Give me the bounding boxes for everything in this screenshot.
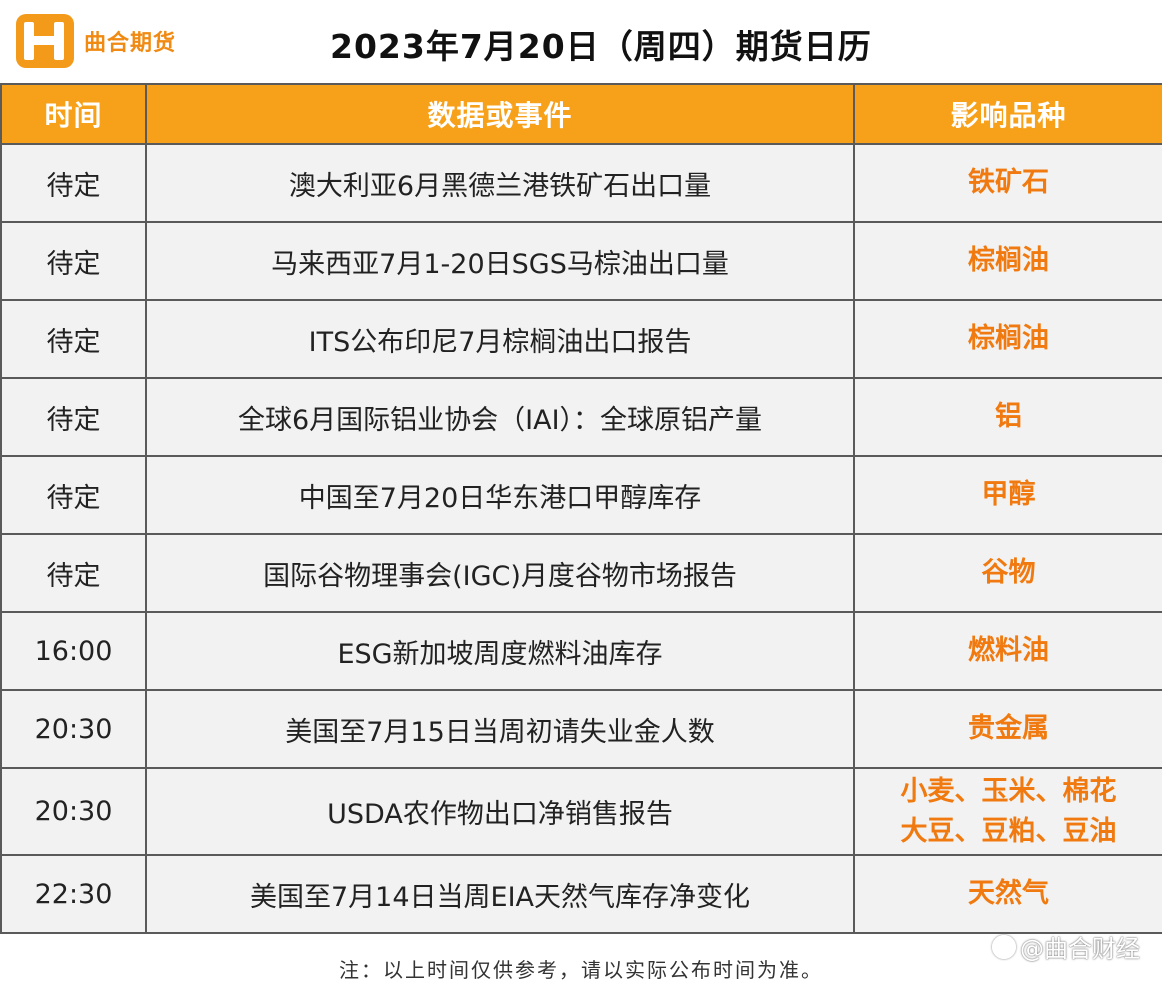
table-row: 20:30 美国至7月15日当周初请失业金人数 贵金属 xyxy=(0,689,1162,769)
column-header-time: 时间 xyxy=(0,83,147,145)
table-row: 待定 马来西亚7月1-20日SGS马棕油出口量 棕榈油 xyxy=(0,221,1162,301)
event-cell: 澳大利亚6月黑德兰港铁矿石出口量 xyxy=(145,143,855,223)
impact-cell: 棕榈油 xyxy=(853,221,1162,301)
impact-cell: 甲醇 xyxy=(853,455,1162,535)
event-cell: 国际谷物理事会(IGC)月度谷物市场报告 xyxy=(145,533,855,613)
logo-text: 曲合期货 xyxy=(84,31,177,56)
table-row: 待定 中国至7月20日华东港口甲醇库存 甲醇 xyxy=(0,455,1162,535)
column-header-event: 数据或事件 xyxy=(145,83,855,145)
table-header-row: 时间 数据或事件 影响品种 xyxy=(0,83,1162,145)
impact-cell: 天然气 xyxy=(853,854,1162,934)
table-row: 16:00 ESG新加坡周度燃料油库存 燃料油 xyxy=(0,611,1162,691)
weibo-icon xyxy=(992,934,1016,959)
event-cell: 美国至7月15日当周初请失业金人数 xyxy=(145,689,855,769)
futures-calendar-table: 时间 数据或事件 影响品种 待定 澳大利亚6月黑德兰港铁矿石出口量 铁矿石 待定… xyxy=(0,83,1162,934)
impact-line-1: 小麦、玉米、棉花 xyxy=(900,775,1117,807)
time-cell: 16:00 xyxy=(0,611,147,691)
impact-cell: 贵金属 xyxy=(853,689,1162,769)
logo-h-icon xyxy=(16,14,74,68)
event-cell: ESG新加坡周度燃料油库存 xyxy=(145,611,855,691)
event-cell: USDA农作物出口净销售报告 xyxy=(145,767,855,856)
event-cell: 马来西亚7月1-20日SGS马棕油出口量 xyxy=(145,221,855,301)
event-cell: 全球6月国际铝业协会（IAI）：全球原铝产量 xyxy=(145,377,855,457)
header: 曲合期货 2023年7月20日（周四）期货日历 xyxy=(0,0,1162,82)
time-cell: 待定 xyxy=(0,221,147,301)
logo: 曲合期货 xyxy=(16,14,176,68)
footnote: 注：以上时间仅供参考，请以实际公布时间为准。 xyxy=(339,958,823,982)
time-cell: 20:30 xyxy=(0,767,147,856)
table-row: 22:30 美国至7月14日当周EIA天然气库存净变化 天然气 xyxy=(0,854,1162,934)
column-header-impact: 影响品种 xyxy=(853,83,1162,145)
impact-cell: 铁矿石 xyxy=(853,143,1162,223)
impact-cell: 小麦、玉米、棉花 大豆、豆粕、豆油 xyxy=(853,767,1162,856)
table-row: 待定 澳大利亚6月黑德兰港铁矿石出口量 铁矿石 xyxy=(0,143,1162,223)
time-cell: 22:30 xyxy=(0,854,147,934)
impact-cell: 铝 xyxy=(853,377,1162,457)
table-row: 待定 全球6月国际铝业协会（IAI）：全球原铝产量 铝 xyxy=(0,377,1162,457)
table-row: 待定 国际谷物理事会(IGC)月度谷物市场报告 谷物 xyxy=(0,533,1162,613)
impact-line-2: 大豆、豆粕、豆油 xyxy=(900,815,1117,847)
event-cell: 中国至7月20日华东港口甲醇库存 xyxy=(145,455,855,535)
time-cell: 待定 xyxy=(0,377,147,457)
table-row: 待定 ITS公布印尼7月棕榈油出口报告 棕榈油 xyxy=(0,299,1162,379)
watermark: @曲合财经 xyxy=(992,929,1140,964)
table-row: 20:30 USDA农作物出口净销售报告 小麦、玉米、棉花 大豆、豆粕、豆油 xyxy=(0,767,1162,856)
impact-cell: 燃料油 xyxy=(853,611,1162,691)
impact-cell: 谷物 xyxy=(853,533,1162,613)
page-title: 2023年7月20日（周四）期货日历 xyxy=(330,27,872,66)
time-cell: 待定 xyxy=(0,143,147,223)
time-cell: 待定 xyxy=(0,533,147,613)
event-cell: ITS公布印尼7月棕榈油出口报告 xyxy=(145,299,855,379)
impact-cell: 棕榈油 xyxy=(853,299,1162,379)
time-cell: 待定 xyxy=(0,299,147,379)
time-cell: 20:30 xyxy=(0,689,147,769)
watermark-text: @曲合财经 xyxy=(1020,935,1140,963)
event-cell: 美国至7月14日当周EIA天然气库存净变化 xyxy=(145,854,855,934)
time-cell: 待定 xyxy=(0,455,147,535)
